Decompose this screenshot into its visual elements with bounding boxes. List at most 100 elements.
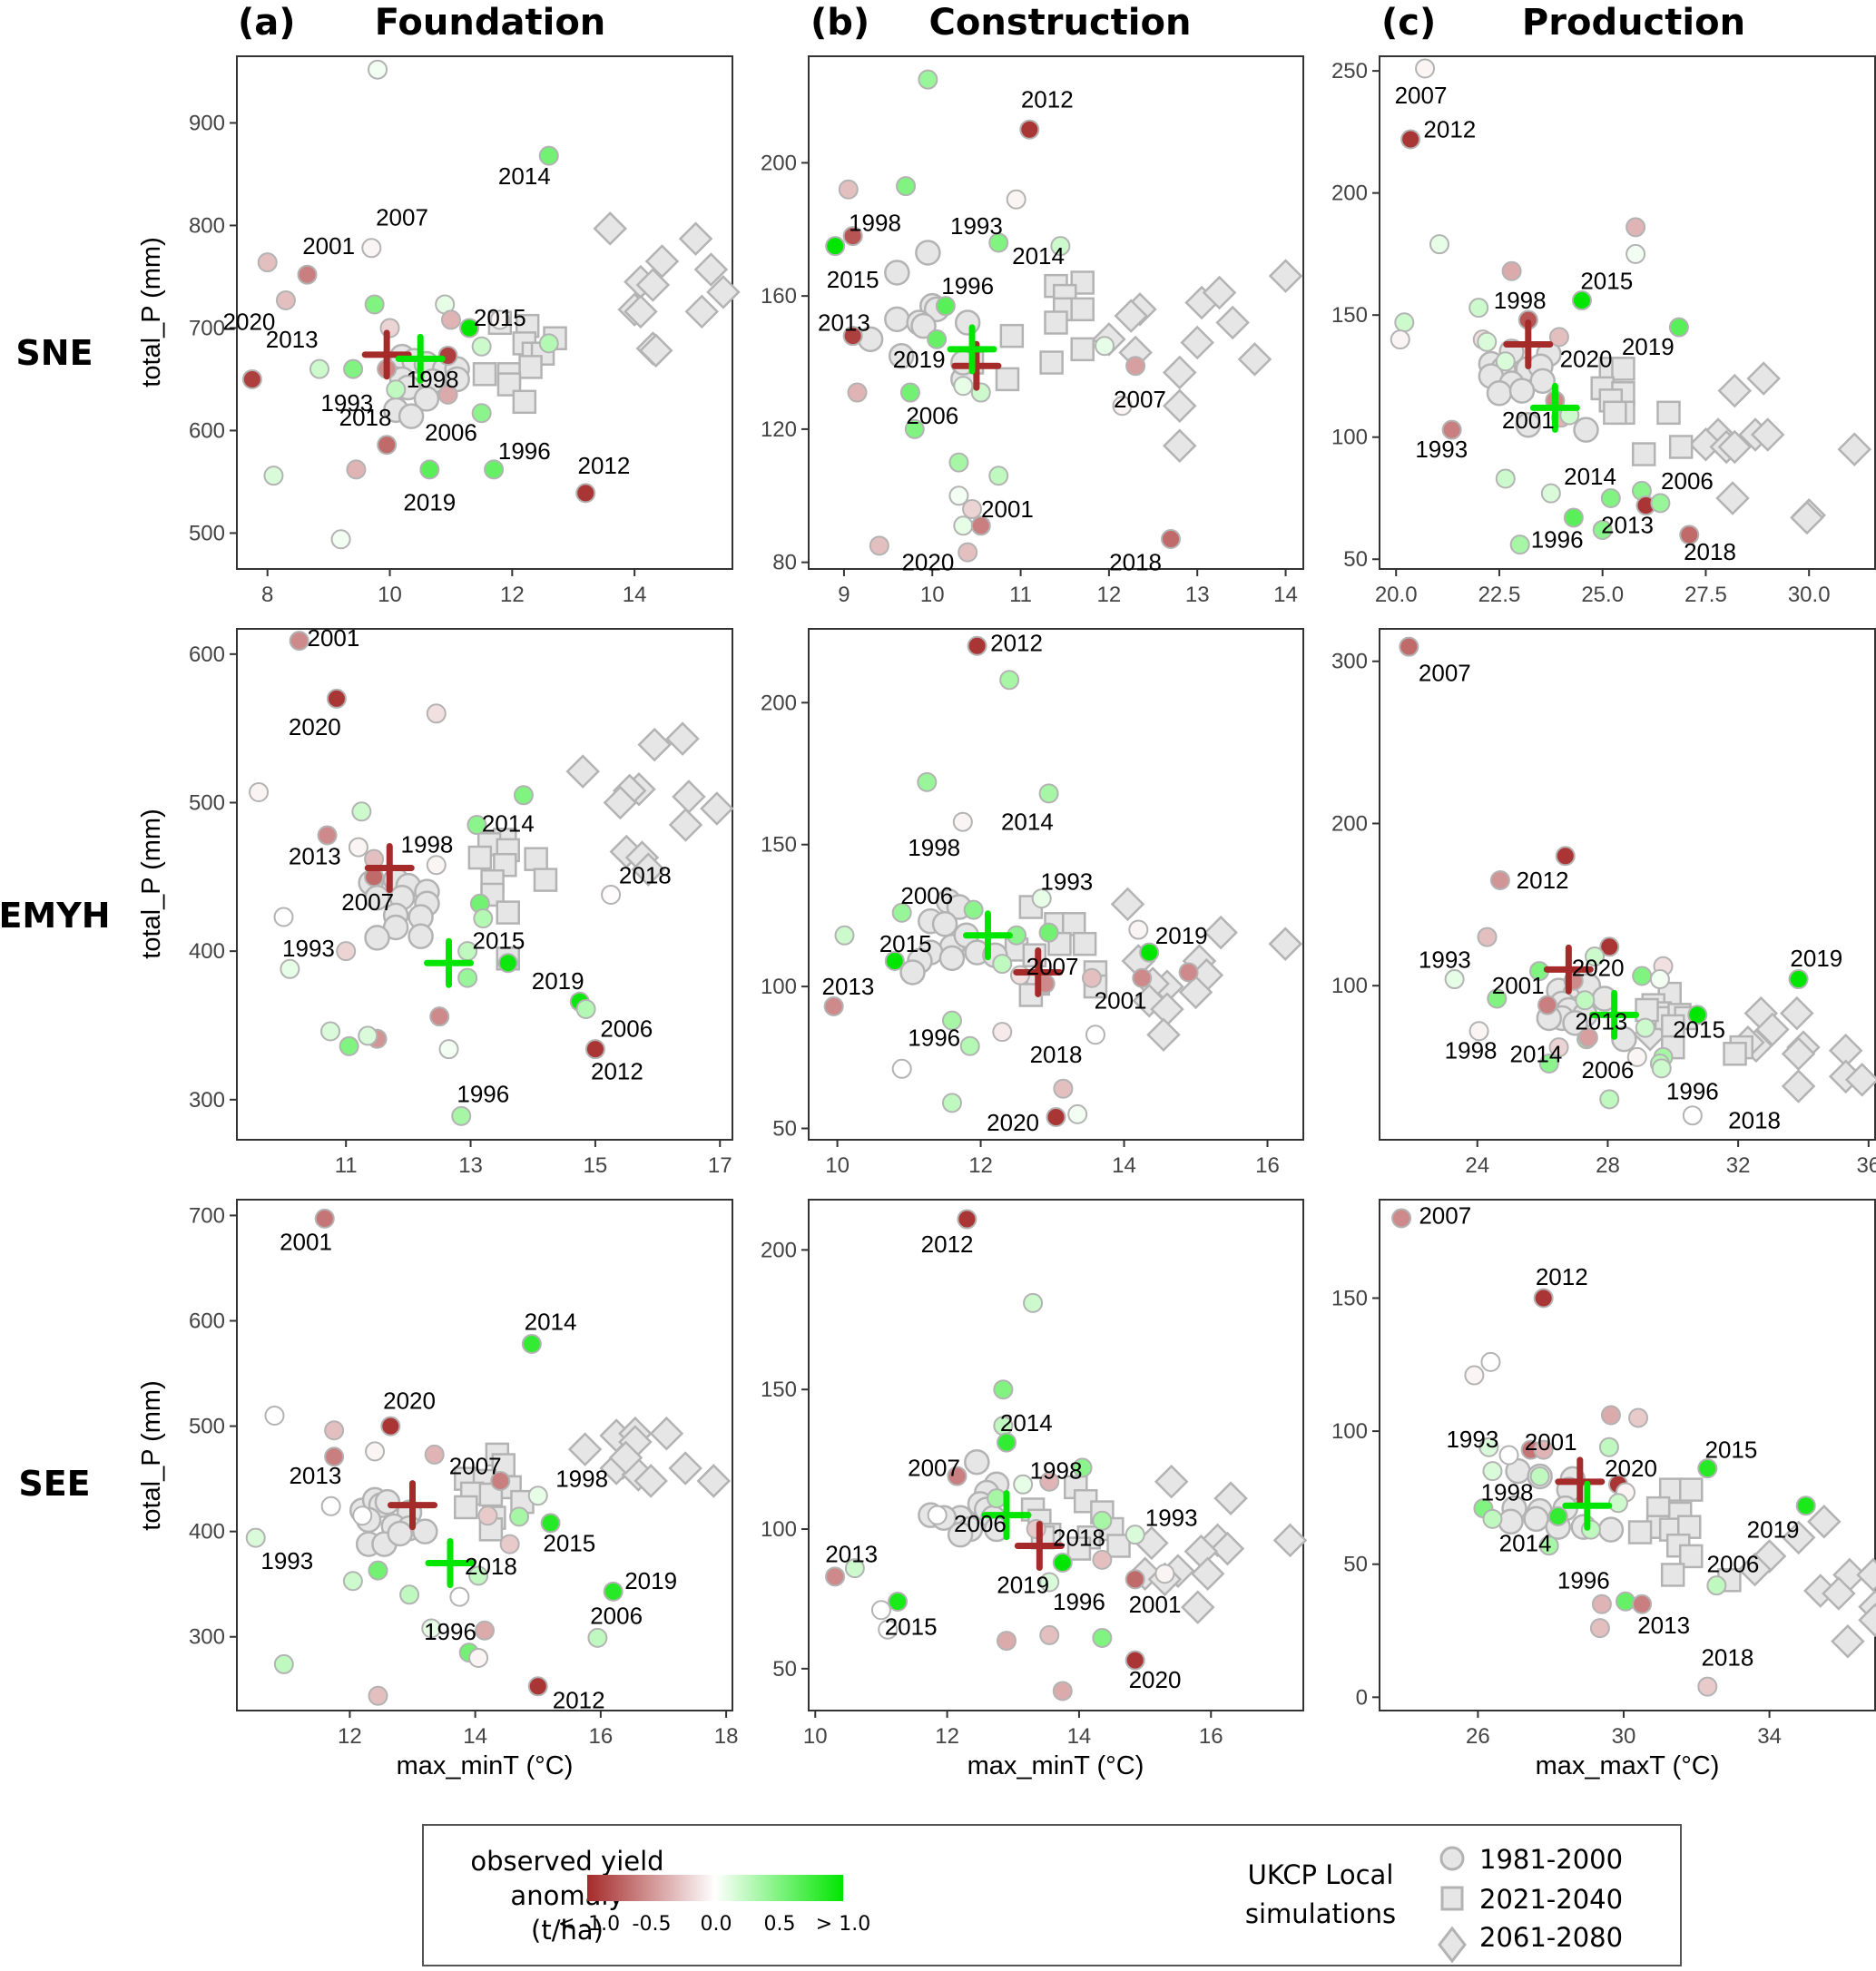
observed-year-point — [888, 1592, 909, 1613]
observed-year-point — [377, 435, 398, 456]
observed-year-point — [1607, 1493, 1628, 1514]
x-tick-label: 14 — [1112, 1153, 1136, 1178]
year-label: 2018 — [1109, 549, 1162, 576]
observed-year-point — [314, 1208, 335, 1229]
observed-year-point — [348, 837, 368, 858]
year-label: 2015 — [827, 266, 879, 293]
observed-year-point — [342, 1571, 363, 1592]
year-label: 2015 — [1580, 268, 1633, 295]
y-tick-label: 150 — [761, 1378, 797, 1402]
y-axis-title-row2: total_P (mm) — [137, 809, 166, 958]
observed-year-point — [468, 1647, 489, 1668]
year-label: 1996 — [1666, 1077, 1719, 1104]
panel-emyh-foundation: 11 13 15 17 300 400 500 600 2001 2020 2014 2013 1998… — [189, 624, 734, 1178]
observed-year-point — [1125, 356, 1146, 377]
observed-year-point — [953, 515, 974, 536]
sim-2061-2080-point — [1856, 1557, 1876, 1593]
observed-year-point — [992, 1022, 1013, 1043]
x-tick-label: 15 — [584, 1153, 608, 1178]
year-label: 2001 — [1525, 1428, 1577, 1456]
year-label: 2013 — [1575, 1008, 1627, 1035]
observed-year-point — [475, 1620, 495, 1641]
observed-year-point — [1495, 351, 1516, 372]
observed-year-point — [1468, 298, 1489, 319]
x-tick-label: 16 — [1255, 1153, 1280, 1178]
x-tick-label: 11 — [1009, 583, 1032, 607]
observed-year-point — [339, 1035, 359, 1056]
sim-2021-2040-point — [1723, 1042, 1747, 1066]
sim-2061-2080-point — [1717, 429, 1753, 465]
plot-frame — [1379, 1199, 1876, 1711]
sim-2061-2080-point — [593, 211, 627, 246]
observed-year-point — [1482, 1461, 1503, 1482]
observed-year-point — [1013, 1474, 1034, 1495]
observed-year-point — [1537, 995, 1557, 1015]
y-tick-label: 120 — [761, 417, 797, 442]
sim-2061-2080-point — [684, 294, 720, 329]
sim-2061-2080-point — [1717, 373, 1753, 408]
year-label: 2012 — [990, 630, 1043, 657]
year-label: 1996 — [498, 437, 551, 465]
observed-year-point — [346, 459, 367, 480]
observed-year-point — [1487, 988, 1508, 1009]
year-label: 2006 — [900, 882, 953, 909]
year-label: 1996 — [908, 1024, 960, 1051]
year-label: 1996 — [1557, 1566, 1610, 1593]
observed-year-point — [437, 384, 458, 405]
legend: observed yield anomaly (t/ha) < -1.0 -0.… — [422, 1824, 1682, 1966]
observed-year-point — [1125, 1525, 1145, 1545]
observed-year-point — [538, 333, 559, 354]
observed-year-point — [1548, 1037, 1569, 1058]
observed-year-point — [459, 318, 480, 338]
legend-color-title-line1: observed yield — [470, 1846, 663, 1877]
y-tick-label: 50 — [1343, 547, 1368, 572]
x-tick-label: 10 — [825, 1153, 850, 1178]
y-tick-label: 600 — [189, 1309, 225, 1333]
observed-year-point — [957, 1209, 977, 1230]
observed-year-point — [1615, 1591, 1635, 1612]
observed-year-point — [870, 1600, 891, 1621]
panel-see-production: 26 30 34 0 50 100 150 2007 2012 1993 2001 2015 2020 1… — [1331, 1199, 1876, 1749]
observed-year-point — [538, 145, 559, 166]
observed-year-point — [473, 908, 494, 929]
observed-year-point — [1706, 1575, 1727, 1596]
y-tick-label: 150 — [1331, 1286, 1368, 1310]
observed-year-point — [497, 953, 518, 974]
observed-year-point — [884, 950, 905, 971]
x-tick-label: 25.0 — [1581, 583, 1624, 607]
sim-1981-2000-point — [1529, 368, 1556, 395]
year-label: 2019 — [997, 1572, 1049, 1599]
observed-year-point — [948, 452, 969, 473]
observed-year-point — [317, 825, 338, 846]
year-label: 1996 — [424, 1618, 476, 1645]
y-tick-label: 150 — [1331, 303, 1368, 328]
plot-frame — [1379, 55, 1876, 570]
observed-year-point — [970, 515, 991, 536]
year-label: 2006 — [1661, 467, 1714, 495]
year-label: 2019 — [624, 1567, 677, 1594]
panel-sne-foundation: 8 10 12 14 500 600 700 800 900 2014 2007 2001 2015 20… — [189, 55, 741, 607]
observed-year-point — [1468, 1021, 1489, 1042]
observed-year-point — [351, 801, 372, 822]
sim-2061-2080-point — [567, 1432, 603, 1466]
observed-year-point — [896, 176, 917, 197]
year-label: 2019 — [1747, 1516, 1800, 1544]
observed-year-point — [1585, 946, 1606, 967]
sim-2061-2080-point — [635, 268, 671, 302]
panel-sne-production: 20.0 22.5 25.0 27.5 30.0 50 100 150 200 250 2007 20… — [1331, 55, 1876, 607]
y-tick-label: 250 — [1331, 59, 1368, 83]
sim-2061-2080-point — [1737, 1552, 1773, 1587]
observed-year-point — [891, 1058, 912, 1079]
sim-1981-2000-point — [1573, 417, 1599, 443]
sim-2021-2040-point — [1061, 912, 1086, 936]
x-tick-label: 14 — [1067, 1724, 1092, 1749]
observed-year-point — [424, 1444, 445, 1465]
observed-year-point — [1092, 1628, 1113, 1649]
sim-2021-2040-point — [524, 847, 548, 871]
observed-year-point — [324, 1446, 345, 1467]
sim-1981-2000-point — [1611, 1025, 1637, 1053]
observed-year-point — [842, 226, 863, 247]
observed-year-point — [1178, 962, 1199, 983]
sim-2061-2080-point — [1781, 1520, 1816, 1555]
observed-year-point — [1095, 336, 1115, 357]
